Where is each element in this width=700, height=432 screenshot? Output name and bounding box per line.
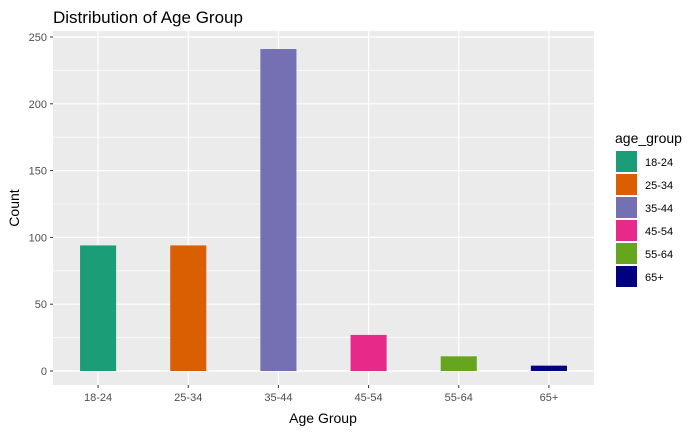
y-axis-title: Count [6, 189, 22, 226]
bars [80, 49, 567, 372]
legend-swatch-35-44 [616, 197, 637, 218]
x-axis-title: Age Group [289, 410, 357, 426]
legend-swatch-25-34 [616, 174, 637, 195]
x-tick-label: 25-34 [174, 392, 202, 404]
chart-title: Distribution of Age Group [53, 8, 243, 27]
x-tick-label: 18-24 [84, 392, 112, 404]
x-axis-ticks: 18-24 25-34 35-44 45-54 55-64 65+ [84, 385, 558, 404]
bar-18-24 [80, 245, 117, 371]
bar-45-54 [350, 334, 387, 371]
y-tick-label: 150 [29, 166, 47, 178]
legend-swatch-65+ [616, 266, 637, 287]
bar-25-34 [170, 245, 207, 371]
plot-panel [53, 31, 594, 385]
y-tick-label: 0 [41, 366, 47, 378]
legend-label: 55-64 [645, 249, 673, 261]
bar-35-44 [260, 49, 297, 372]
x-tick-label: 35-44 [264, 392, 292, 404]
x-tick-label: 45-54 [355, 392, 383, 404]
legend-items: 18-24 25-34 35-44 45-54 55-64 65+ [616, 151, 673, 287]
legend-label: 35-44 [645, 203, 673, 215]
y-tick-label: 200 [29, 99, 47, 111]
bar-65+ [530, 365, 567, 371]
legend: age_group 18-24 25-34 35-44 45-54 55-64 65+ [615, 130, 682, 287]
y-tick-label: 250 [29, 32, 47, 44]
x-tick-label: 65+ [540, 392, 559, 404]
y-tick-label: 100 [29, 232, 47, 244]
y-axis-ticks: 0 50 100 150 200 250 [29, 32, 53, 378]
legend-label: 18-24 [645, 157, 673, 169]
legend-label: 25-34 [645, 180, 673, 192]
legend-swatch-45-54 [616, 220, 637, 241]
legend-swatch-55-64 [616, 243, 637, 264]
bar-55-64 [440, 356, 477, 371]
legend-title: age_group [615, 130, 682, 146]
legend-label: 65+ [645, 272, 664, 284]
legend-label: 45-54 [645, 226, 673, 238]
y-tick-label: 50 [35, 299, 47, 311]
x-tick-label: 55-64 [445, 392, 473, 404]
legend-swatch-18-24 [616, 151, 637, 172]
